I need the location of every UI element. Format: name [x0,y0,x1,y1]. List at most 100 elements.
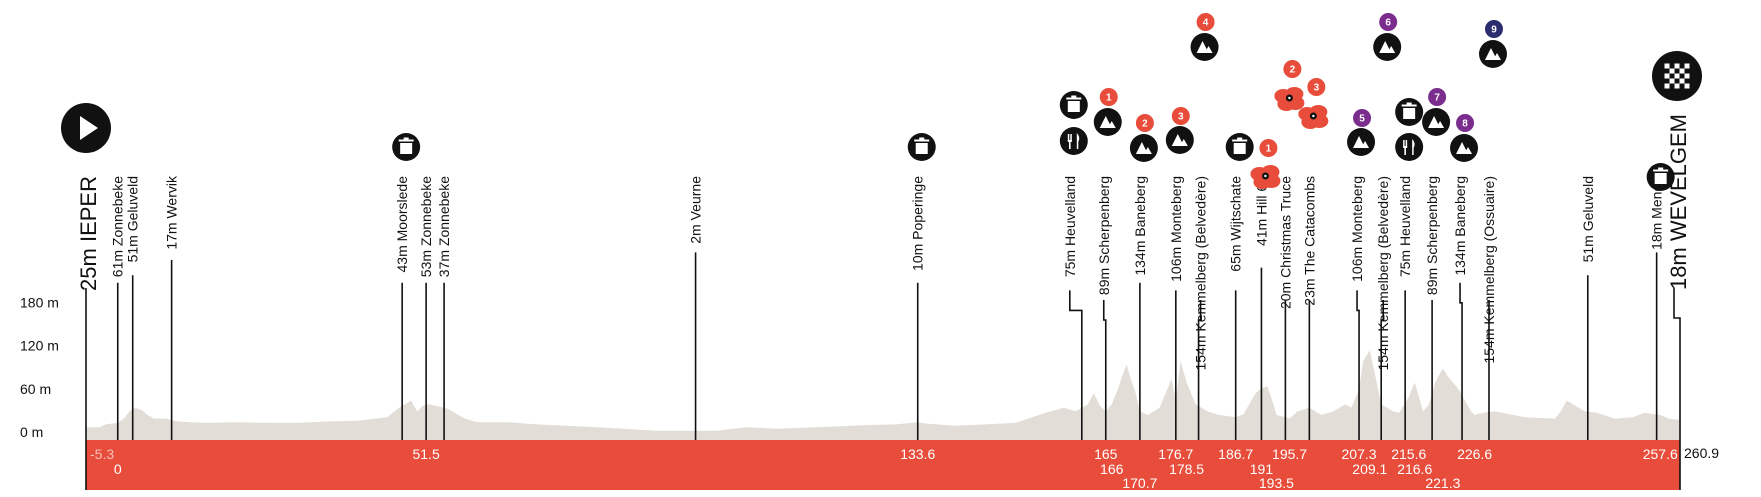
checkpoint: 41m Hill 63 1 [1250,139,1281,440]
km-marker-label: 170.7 [1122,475,1157,491]
finish-marker: 18m WEVELGEM [1652,51,1702,490]
badge-circle [1099,88,1118,106]
km-marker-label: 166 [1100,461,1124,477]
checkpoint: 106m Monteberg 3 [1165,107,1194,440]
checkpoint-label: 20m Christmas Truce [1277,176,1293,309]
badge-number: 8 [1462,119,1468,130]
km-marker-label: 193.5 [1259,475,1294,491]
checkpoint: 89m Scherpenberg 7 [1422,88,1451,440]
km-marker-label: 51.5 [412,446,439,462]
checkpoint-label: 17m Wervik [164,175,180,250]
km-marker-label: 176.7 [1158,446,1193,462]
checkpoint: 51m Geluveld [1580,176,1596,440]
km-marker-label: 186.7 [1218,446,1253,462]
checkpoint-label: 65m Wijtschate [1228,176,1244,272]
checkpoint: 23m The Catacombs 3 [1298,78,1329,440]
checkpoint-label: 51m Geluveld [1580,176,1596,262]
checkpoint-leader-line [1380,300,1384,440]
checkpoint: 37m Zonnebeke [436,176,452,440]
km-marker-label: 165 [1094,446,1118,462]
y-tick-label: 0 m [20,424,43,440]
checkpoint-label: 18m Menen [1649,176,1665,250]
checkpoint: 10m Poperinge [907,133,936,440]
checkpoint-label: 43m Moorslede [394,176,410,273]
checkpoint: 89m Scherpenberg 1 [1093,88,1122,440]
badge-circle [1259,139,1278,157]
checkpoint-label: 10m Poperinge [910,176,926,271]
badge-number: 1 [1106,93,1112,104]
km-marker-label: 257.6 [1643,446,1678,462]
checkpoint: 20m Christmas Truce 2 [1274,60,1305,440]
checkpoint: 154m Kemmelberg (Belvedère) 6 [1373,13,1402,440]
badge-circle [1135,114,1154,132]
checkpoint: 65m Wijtschate [1225,133,1254,440]
checkpoint: 134m Baneberg 2 [1129,114,1158,440]
km-marker-label: 216.6 [1397,461,1432,477]
checkpoint: 18m Menen [1646,163,1675,440]
km-marker-label: 209.1 [1352,461,1387,477]
checkpoint-label: 106m Monteberg [1349,176,1365,282]
km-marker-label: 133.6 [900,446,935,462]
poppy-icon [1274,87,1305,111]
checkpoint-label: 51m Geluveld [125,176,141,262]
poppy-icon [1250,165,1281,189]
badge-number: 7 [1434,93,1440,104]
badge-circle [1428,88,1447,106]
badge-circle [1307,78,1326,96]
km-marker-label: 260.9 [1684,445,1719,461]
checkpoint-label: 75m Heuvelland [1062,176,1078,277]
checkpoint: 134m Baneberg 8 [1450,114,1479,440]
checkpoint-label: 106m Monteberg [1168,176,1184,282]
checkpoint-label: 75m Heuvelland [1397,176,1413,277]
km-marker-label: 215.6 [1391,446,1426,462]
checkpoint-leader-line [1102,300,1107,440]
checkpoint: 17m Wervik [164,175,180,440]
km-marker-label: 226.6 [1457,446,1492,462]
checkpoint-label: 89m Scherpenberg [1424,176,1440,295]
checkpoint: 51m Geluveld [125,176,141,440]
checkpoint: 43m Moorslede [392,133,421,440]
y-tick-label: 120 m [20,338,59,354]
checkpoint-label: 154m Kemmelberg (Belvedère) [1375,176,1391,371]
y-tick-label: 60 m [20,381,51,397]
checkpoint: 75m Heuvelland [1059,91,1088,440]
finish-line [1673,288,1681,490]
badge-circle [1196,13,1215,31]
checkpoint-label: 2m Veurne [688,176,704,244]
checkpoint-label: 41m Hill 63 [1253,176,1269,246]
checkpoint-leader-line [1197,300,1202,440]
checkpoint-label: 23m The Catacombs [1301,176,1317,306]
poppy-icon [1298,105,1329,129]
badge-number: 9 [1491,25,1497,36]
badge-number: 3 [1314,83,1320,94]
checkpoint-label: 134m Baneberg [1452,176,1468,276]
checkpoint-leader-line [1356,290,1360,440]
finish-label: 18m WEVELGEM [1666,114,1691,290]
km-marker-label: 191 [1250,461,1274,477]
elevation-area [86,350,1680,440]
feed-icon [1059,127,1088,155]
checkpoint: 53m Zonnebeke [418,176,434,440]
checkpoint-label: 53m Zonnebeke [418,176,434,277]
badge-number: 4 [1203,18,1209,29]
checkpoint: 154m Kemmelberg (Ossuaire) 9 [1478,20,1507,440]
checkpoint-label: 134m Baneberg [1132,176,1148,276]
km-bar [86,440,1680,490]
checkpoint-label: 154m Kemmelberg (Belvedère) [1193,176,1209,371]
badge-circle [1353,109,1372,127]
checkpoint-label: 37m Zonnebeke [436,176,452,277]
km-marker-label: 195.7 [1272,446,1307,462]
badge-circle [1283,60,1302,78]
checkpoint-leader-line [1069,290,1083,440]
checkpoint-label: 61m Zonnebeke [110,176,126,277]
badge-number: 6 [1385,18,1391,29]
km-marker-label: 178.5 [1169,461,1204,477]
badge-circle [1379,13,1398,31]
badge-circle [1171,107,1190,125]
checkpoint-label: 154m Kemmelberg (Ossuaire) [1481,176,1497,364]
start-label: 25m IEPER [76,176,101,291]
checkpoint: 2m Veurne [688,176,704,440]
badge-number: 2 [1290,65,1296,76]
